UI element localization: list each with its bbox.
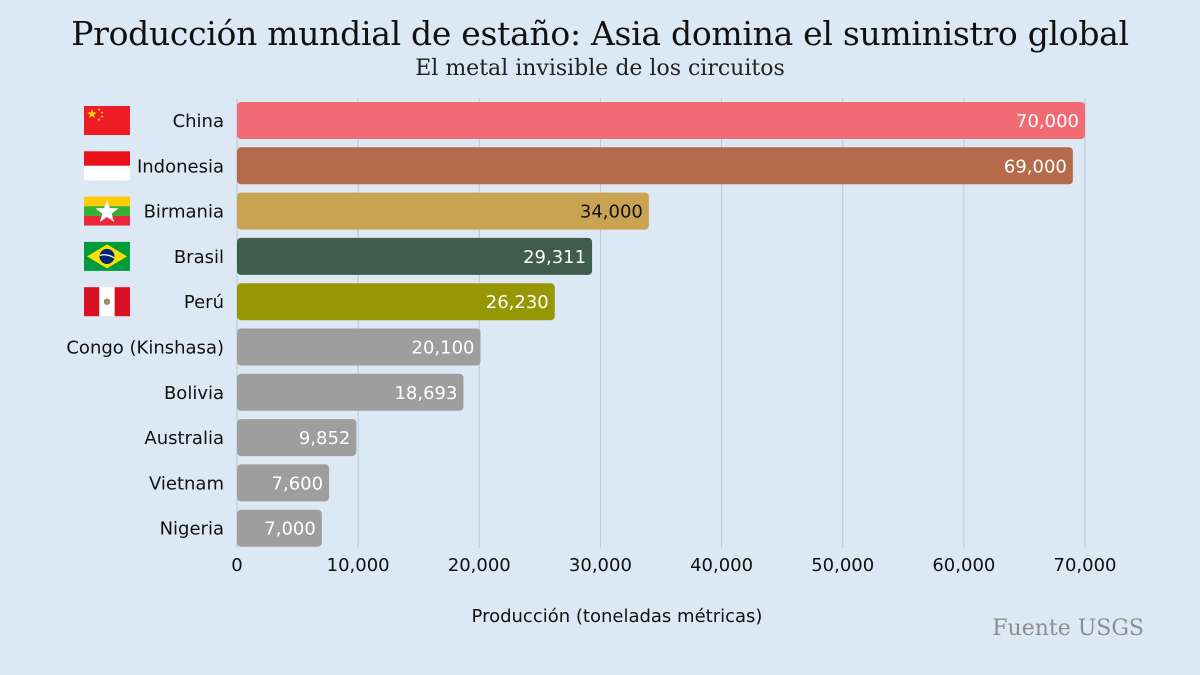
category-label: Birmania bbox=[144, 202, 224, 223]
category-labels: China Indonesia Birmania Brasil Perú Congo (K… bbox=[66, 111, 224, 540]
category-label: Nigeria bbox=[160, 519, 224, 540]
x-tick-label: 70,000 bbox=[1054, 555, 1117, 576]
brazil-flag-icon bbox=[84, 241, 130, 271]
bar-value-label: 7,600 bbox=[272, 473, 324, 494]
x-tick-label: 50,000 bbox=[811, 555, 874, 576]
x-tick-label: 0 bbox=[231, 555, 242, 576]
bar-value-label: 70,000 bbox=[1016, 111, 1079, 132]
indonesia-flag-icon bbox=[84, 151, 130, 181]
source-note: Fuente USGS bbox=[992, 616, 1144, 641]
bar bbox=[237, 373, 464, 411]
x-tick-labels: 0 10,000 20,000 30,000 40,000 50,000 60,000 70,… bbox=[231, 555, 1116, 576]
bar bbox=[237, 283, 555, 321]
bar bbox=[237, 464, 330, 502]
category-label: Congo (Kinshasa) bbox=[66, 338, 224, 359]
category-label: Indonesia bbox=[137, 156, 224, 177]
bar bbox=[237, 102, 1085, 139]
chart-title: Producción mundial de estaño: Asia domin… bbox=[71, 14, 1129, 53]
bar-value-label: 9,852 bbox=[299, 428, 351, 449]
peru-flag-icon bbox=[84, 287, 130, 317]
category-label: China bbox=[173, 111, 224, 132]
category-label: Bolivia bbox=[164, 383, 224, 404]
china-flag-icon bbox=[84, 106, 130, 135]
category-label: Australia bbox=[144, 428, 224, 449]
chart-subtitle: El metal invisible de los circuitos bbox=[415, 56, 785, 81]
x-tick-label: 60,000 bbox=[932, 555, 995, 576]
x-tick-label: 40,000 bbox=[690, 555, 753, 576]
bar-value-label: 29,311 bbox=[523, 247, 586, 268]
category-label: Perú bbox=[184, 292, 224, 313]
bar bbox=[237, 509, 322, 547]
bar-value-label: 18,693 bbox=[394, 383, 457, 404]
bar-value-label: 69,000 bbox=[1004, 156, 1067, 177]
bar bbox=[237, 419, 357, 457]
bar bbox=[237, 192, 649, 230]
bar bbox=[237, 237, 593, 275]
bar-value-label: 20,100 bbox=[412, 338, 475, 359]
bar-value-label: 26,230 bbox=[486, 292, 549, 313]
x-tick-label: 10,000 bbox=[327, 555, 390, 576]
x-tick-label: 30,000 bbox=[569, 555, 632, 576]
bars-group: 70,000 69,000 34,000 29,311 26,230 20,100 18,6… bbox=[237, 102, 1085, 547]
x-tick-label: 20,000 bbox=[448, 555, 511, 576]
category-label: Vietnam bbox=[149, 473, 224, 494]
bar bbox=[237, 147, 1073, 185]
myanmar-flag-icon bbox=[84, 196, 130, 226]
flags-group bbox=[84, 106, 130, 317]
bar bbox=[237, 328, 481, 366]
bar-value-label: 7,000 bbox=[264, 519, 316, 540]
category-label: Brasil bbox=[174, 247, 224, 268]
bar-value-label: 34,000 bbox=[580, 202, 643, 223]
x-axis-title: Producción (toneladas métricas) bbox=[472, 606, 763, 627]
